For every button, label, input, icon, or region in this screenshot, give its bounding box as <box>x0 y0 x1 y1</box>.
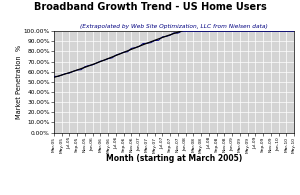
Y-axis label: Market Penetration  %: Market Penetration % <box>16 45 22 119</box>
Title: (Extrapolated by Web Site Optimization, LLC from Nielsen data): (Extrapolated by Web Site Optimization, … <box>80 24 268 29</box>
Text: Broadband Growth Trend - US Home Users: Broadband Growth Trend - US Home Users <box>34 2 266 12</box>
X-axis label: Month (starting at March 2005): Month (starting at March 2005) <box>106 154 242 163</box>
